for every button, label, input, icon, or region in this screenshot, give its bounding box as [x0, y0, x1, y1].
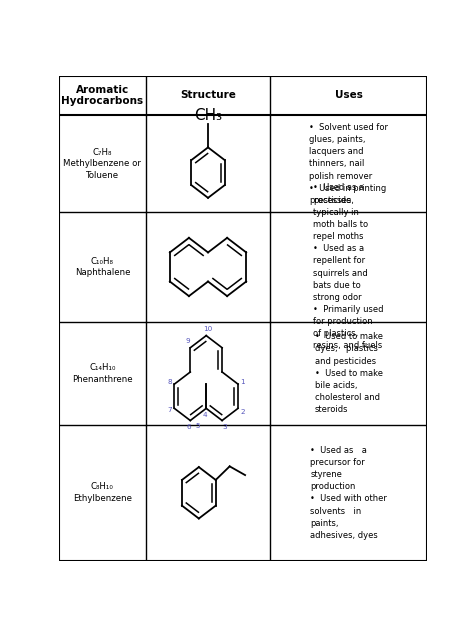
Text: •  Used to make
dyes, plastics
and pesticides
•  Used to make
bile acids,
choles: • Used to make dyes, plastics and pestic… [315, 332, 383, 414]
Text: C₇H₈
Methylbenzene or
Toluene: C₇H₈ Methylbenzene or Toluene [64, 147, 141, 180]
Text: Uses: Uses [335, 91, 363, 101]
Text: •  Solvent used for
glues, paints,
lacquers and
thinners, nail
polish remover
• : • Solvent used for glues, paints, lacque… [309, 123, 388, 205]
Text: Aromatic
Hydrocarbons: Aromatic Hydrocarbons [61, 84, 144, 106]
Text: •  Used as a
pesticide,
typically in
moth balls to
repel moths
•  Used as a
repe: • Used as a pesticide, typically in moth… [313, 183, 384, 350]
Text: C₁₄H₁₀
Phenanthrene: C₁₄H₁₀ Phenanthrene [72, 363, 133, 384]
Text: 2: 2 [240, 408, 245, 415]
Text: 5: 5 [196, 423, 201, 428]
Text: 9: 9 [186, 338, 190, 345]
Text: 6: 6 [187, 424, 191, 430]
Text: 1: 1 [240, 379, 245, 385]
Text: 3: 3 [222, 424, 227, 430]
Text: 7: 7 [167, 407, 172, 413]
Text: CH₃: CH₃ [194, 108, 222, 123]
Text: 4: 4 [202, 411, 207, 418]
Text: C₁₀H₈
Naphthalene: C₁₀H₈ Naphthalene [75, 256, 130, 277]
Text: 8: 8 [167, 379, 172, 385]
Text: •  Used as a
precursor for
styrene
production
•  Used with other
solvents in
pai: • Used as a precursor for styrene produc… [310, 446, 387, 540]
Text: 10: 10 [203, 326, 212, 332]
Text: C₈H₁₀
Ethylbenzene: C₈H₁₀ Ethylbenzene [73, 483, 132, 503]
Text: Structure: Structure [180, 91, 236, 101]
